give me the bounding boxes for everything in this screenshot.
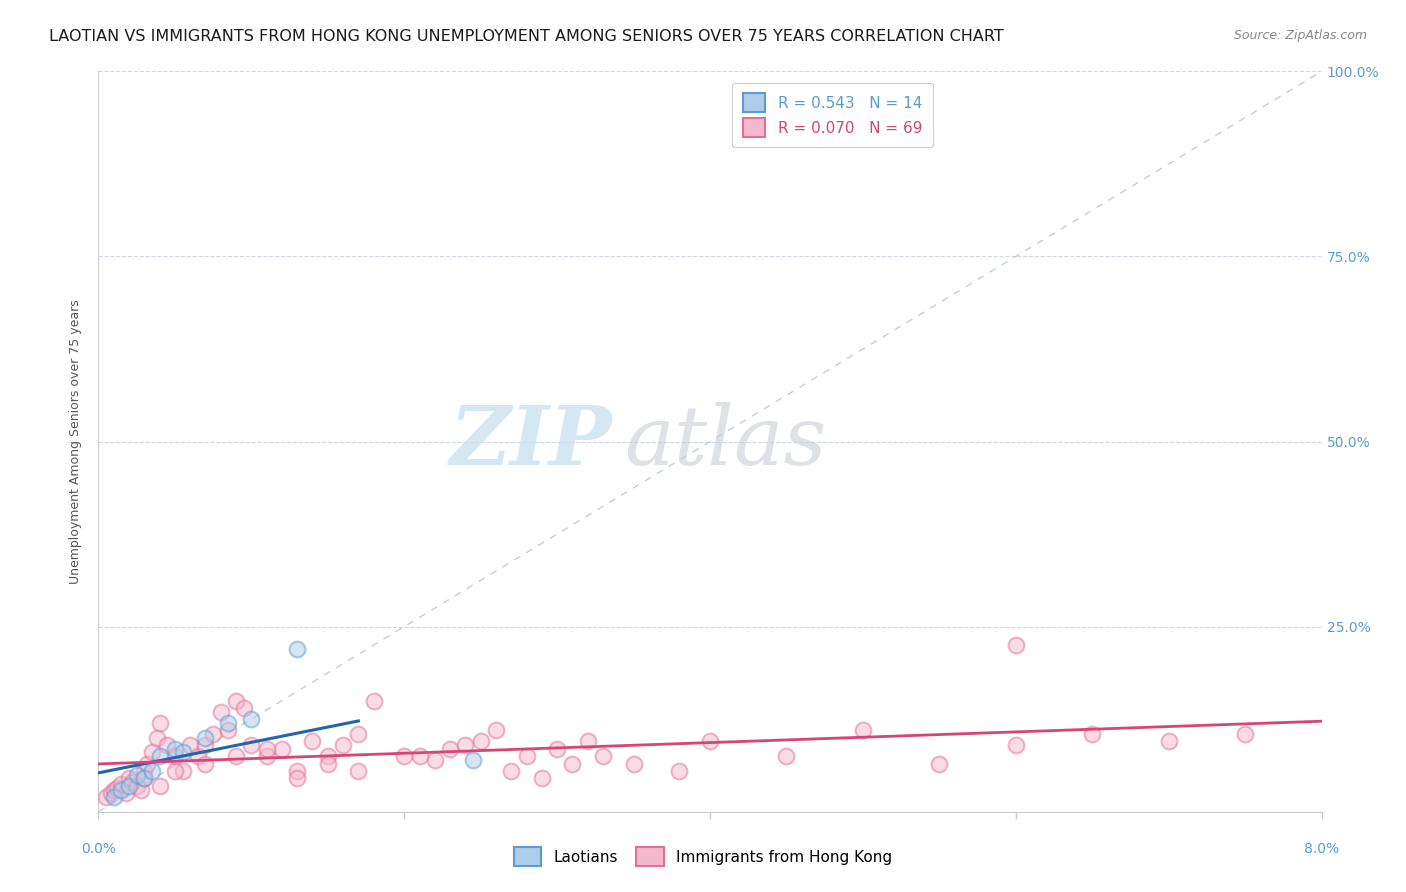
Point	[134, 772, 156, 786]
Point	[285, 764, 308, 778]
Point	[256, 741, 278, 756]
Point	[501, 764, 523, 778]
Text: 8.0%: 8.0%	[1305, 842, 1339, 856]
Text: atlas: atlas	[624, 401, 827, 482]
Point	[145, 731, 167, 745]
Point	[202, 727, 225, 741]
Point	[110, 782, 132, 797]
Point	[187, 749, 209, 764]
Point	[149, 715, 172, 730]
Point	[668, 764, 690, 778]
Point	[118, 772, 141, 786]
Point	[129, 782, 152, 797]
Point	[115, 786, 138, 800]
Point	[285, 772, 308, 786]
Legend: Laotians, Immigrants from Hong Kong: Laotians, Immigrants from Hong Kong	[506, 839, 900, 873]
Point	[363, 694, 385, 708]
Point	[347, 764, 370, 778]
Legend: R = 0.543   N = 14, R = 0.070   N = 69: R = 0.543 N = 14, R = 0.070 N = 69	[733, 83, 932, 147]
Point	[125, 767, 148, 781]
Point	[194, 738, 217, 752]
Point	[423, 753, 446, 767]
Point	[121, 775, 143, 789]
Point	[256, 749, 278, 764]
Point	[149, 749, 172, 764]
Point	[179, 738, 201, 752]
Point	[285, 641, 308, 656]
Point	[1234, 727, 1257, 741]
Point	[332, 738, 354, 752]
Text: ZIP: ZIP	[450, 401, 612, 482]
Point	[699, 734, 721, 748]
Point	[94, 789, 117, 804]
Point	[103, 782, 125, 797]
Point	[347, 727, 370, 741]
Point	[623, 756, 645, 771]
Point	[454, 738, 477, 752]
Point	[141, 746, 163, 760]
Point	[240, 712, 263, 726]
Point	[172, 746, 194, 760]
Point	[485, 723, 508, 738]
Point	[163, 749, 186, 764]
Point	[1157, 734, 1180, 748]
Point	[156, 738, 179, 752]
Point	[316, 756, 339, 771]
Point	[392, 749, 416, 764]
Point	[105, 780, 128, 795]
Text: LAOTIAN VS IMMIGRANTS FROM HONG KONG UNEMPLOYMENT AMONG SENIORS OVER 75 YEARS CO: LAOTIAN VS IMMIGRANTS FROM HONG KONG UNE…	[49, 29, 1004, 44]
Point	[301, 734, 323, 748]
Point	[775, 749, 797, 764]
Text: 0.0%: 0.0%	[82, 842, 115, 856]
Point	[928, 756, 950, 771]
Point	[163, 741, 186, 756]
Point	[592, 749, 614, 764]
Point	[316, 749, 339, 764]
Point	[576, 734, 599, 748]
Point	[136, 756, 159, 771]
Point	[217, 723, 239, 738]
Point	[141, 764, 163, 778]
Point	[118, 779, 141, 793]
Point	[163, 764, 186, 778]
Point	[225, 749, 247, 764]
Point	[546, 741, 568, 756]
Point	[134, 764, 156, 778]
Point	[125, 779, 148, 793]
Point	[110, 776, 132, 790]
Y-axis label: Unemployment Among Seniors over 75 years: Unemployment Among Seniors over 75 years	[69, 299, 83, 584]
Point	[1004, 738, 1026, 752]
Point	[1004, 638, 1026, 652]
Point	[852, 723, 875, 738]
Point	[270, 741, 294, 756]
Point	[515, 749, 537, 764]
Point	[232, 701, 254, 715]
Point	[217, 715, 239, 730]
Text: Source: ZipAtlas.com: Source: ZipAtlas.com	[1233, 29, 1367, 42]
Point	[134, 772, 156, 786]
Point	[225, 694, 247, 708]
Point	[100, 786, 122, 800]
Point	[194, 756, 217, 771]
Point	[561, 756, 583, 771]
Point	[470, 734, 492, 748]
Point	[408, 749, 430, 764]
Point	[530, 772, 553, 786]
Point	[172, 764, 194, 778]
Point	[103, 789, 125, 804]
Point	[1081, 727, 1104, 741]
Point	[209, 705, 232, 719]
Point	[149, 779, 172, 793]
Point	[240, 738, 263, 752]
Point	[461, 753, 484, 767]
Point	[194, 731, 217, 745]
Point	[439, 741, 461, 756]
